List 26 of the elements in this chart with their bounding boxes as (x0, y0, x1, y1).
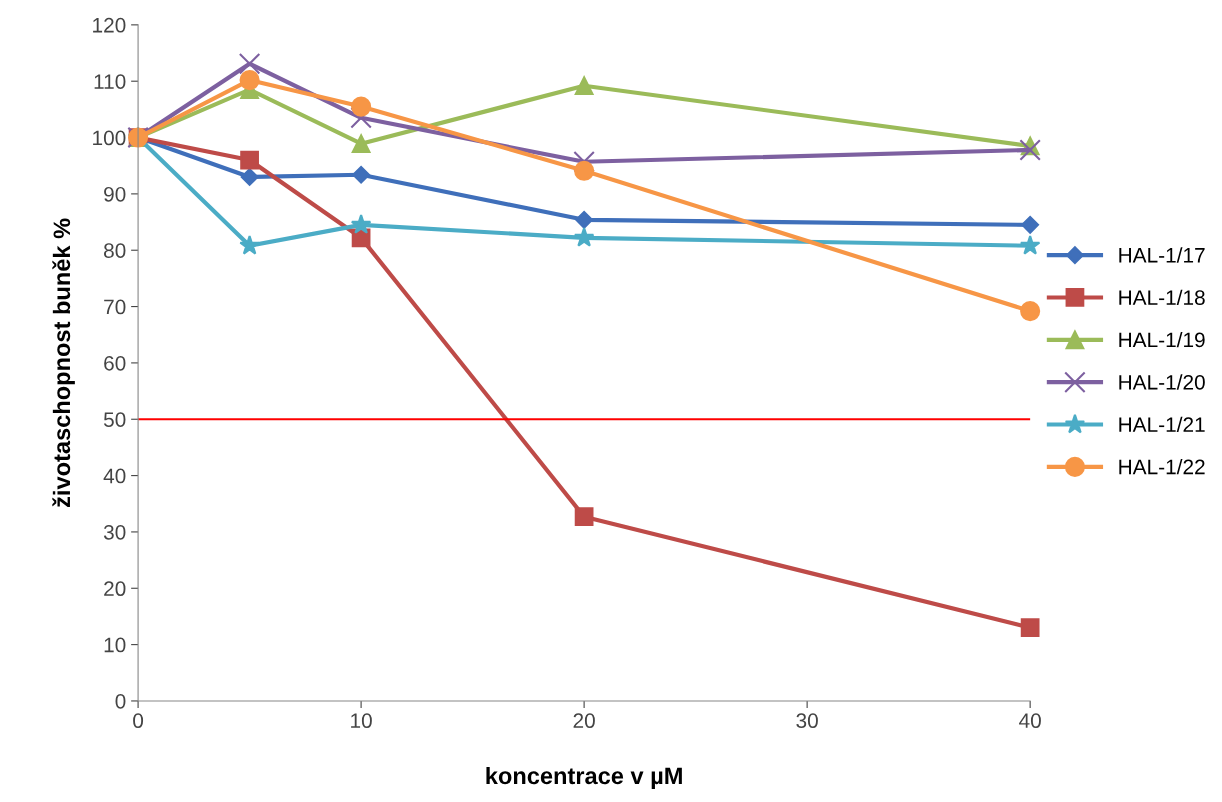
y-axis-title: životaschopnost buněk % (52, 218, 75, 507)
x-tick-label: 30 (796, 713, 818, 729)
y-tick-label: 90 (104, 186, 126, 202)
y-tick-label: 50 (103, 412, 126, 427)
y-tick-label: 20 (104, 581, 126, 597)
legend-label: HAL-1/19 (1119, 332, 1205, 348)
x-tick-label: 20 (573, 713, 595, 729)
legend-label: HAL-1/21 (1119, 416, 1205, 432)
x-tick-label: 0 (133, 713, 144, 729)
y-tick-label: 80 (104, 243, 126, 258)
y-tick-label: 40 (103, 468, 126, 484)
y-tick-label: 10 (104, 637, 126, 653)
y-tick-label: 100 (93, 130, 126, 146)
y-tick-label: 70 (104, 299, 126, 315)
legend-label: HAL-1/22 (1119, 459, 1205, 475)
legend-label: HAL-1/17 (1119, 247, 1205, 263)
x-axis-title: koncentrace v µM (486, 766, 682, 789)
legend-label: HAL-1/18 (1119, 289, 1205, 305)
x-tick-label: 10 (351, 713, 372, 729)
y-tick-label: 60 (104, 355, 126, 371)
legend-label: HAL-1/20 (1119, 374, 1205, 390)
y-tick-label: 120 (93, 17, 126, 33)
y-tick-label: 30 (103, 524, 126, 540)
y-tick-label: 110 (94, 74, 126, 89)
y-tick-label: 0 (115, 693, 126, 709)
x-tick-label: 40 (1019, 713, 1041, 729)
